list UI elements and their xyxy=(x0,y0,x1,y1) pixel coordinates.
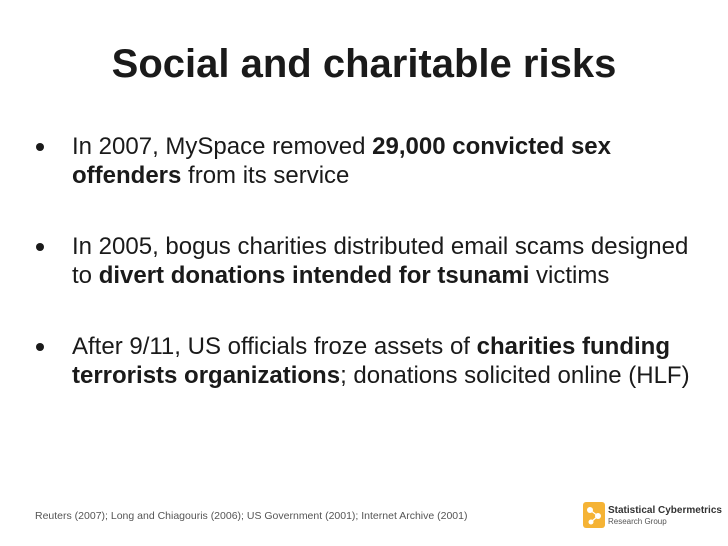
slide-title: Social and charitable risks xyxy=(111,42,617,86)
logo-subtitle: Research Group xyxy=(608,517,667,526)
text: victims xyxy=(529,262,610,289)
bullet-item: In 2007, MySpace removed 29,000 convicte… xyxy=(30,132,690,190)
bullet-list: In 2007, MySpace removed 29,000 convicte… xyxy=(30,132,690,432)
logo-icon xyxy=(583,502,605,528)
text: from its service xyxy=(181,162,350,189)
bullet-item: In 2005, bogus charities distributed ema… xyxy=(30,232,690,290)
bold-text: divert donations intended for tsunami xyxy=(98,262,530,289)
bold-text: 29,000 convicted sex offenders xyxy=(72,133,611,189)
text: In 2005, bogus charities distributed ema… xyxy=(72,233,689,289)
footer-citation: Reuters (2007); Long and Chiagouris (200… xyxy=(35,510,468,522)
bullet-item: After 9/11, US officials froze assets of… xyxy=(30,332,690,390)
text: In 2007, MySpace removed xyxy=(72,133,373,160)
text: ; donations solicited online (HLF) xyxy=(340,362,690,389)
text: After 9/11, US officials froze assets of xyxy=(72,333,477,360)
logo-name: Statistical Cybermetrics xyxy=(608,505,722,516)
bold-text: charities funding terrorists organizatio… xyxy=(72,333,670,389)
